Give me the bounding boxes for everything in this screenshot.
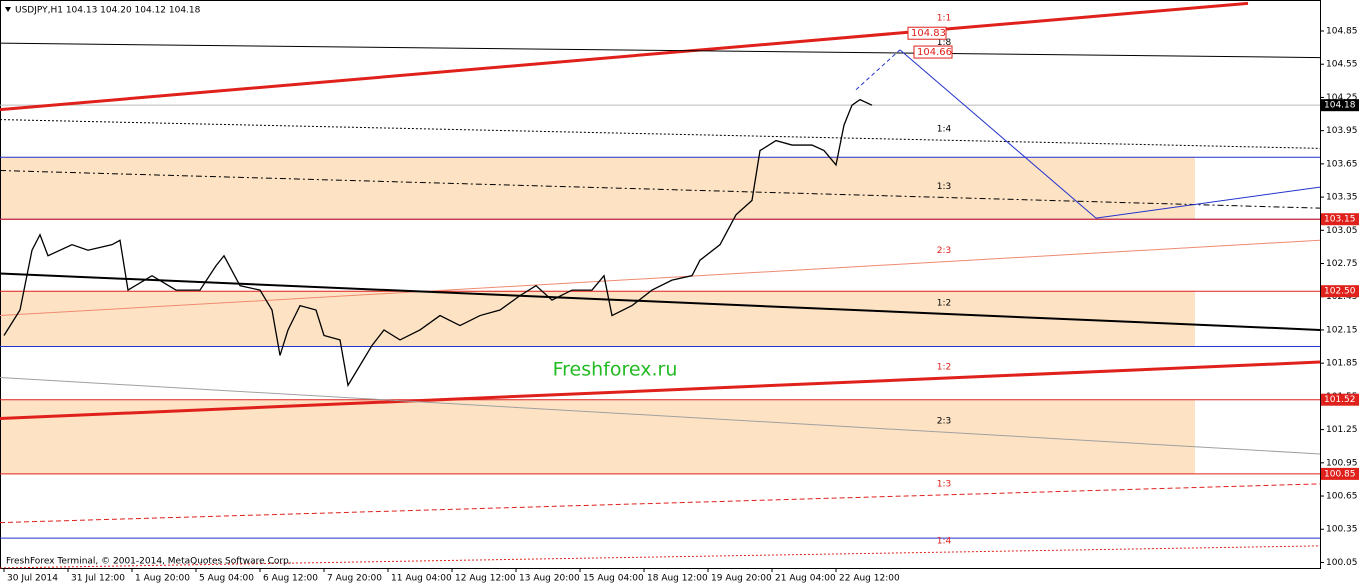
x-tick-label: 1 Aug 20:00 [135,574,190,584]
x-tick-label: 18 Aug 12:00 [647,574,708,584]
trendline-label: 1:1 [937,14,951,24]
trendline [0,360,1321,421]
trendline-label: 1:3 [937,182,951,192]
y-tick-label: 100.05 [1326,558,1358,568]
y-tick-label: 103.05 [1326,226,1358,236]
trendline-label: 2:3 [937,246,951,256]
level-tag-label: 102.50 [1324,287,1356,297]
y-tick-label: 100.95 [1326,458,1358,468]
x-tick-label: 5 Aug 04:00 [199,574,254,584]
level-tag [1321,99,1359,112]
trendline-label: 1:2 [937,363,951,373]
y-tick-label: 102.15 [1326,325,1358,335]
y-tick-label: 102.45 [1326,292,1358,302]
x-tick-label: 11 Aug 04:00 [391,574,452,584]
x-tick-label: 15 Aug 04:00 [583,574,644,584]
zone [1,157,1195,220]
zone [1,291,1195,347]
trendline-label: 2:3 [937,417,951,427]
trendline [0,119,1321,149]
price-tag [913,45,953,59]
trendline [0,377,1321,455]
y-tick-label: 103.65 [1326,159,1358,169]
level-tag [1321,467,1359,480]
projection-line [855,49,901,91]
projection-line [899,49,1097,219]
y-tick-label: 102.75 [1326,259,1358,269]
level-tag [1321,285,1359,298]
trendline [0,483,1321,524]
plot-layer: 1:1 1:8 1:4 1:3 2:3 1:2 1:2 2:3 1:3 1:4 [0,1,1321,569]
trendline [0,545,1321,569]
x-tick-label: 21 Aug 04:00 [775,574,836,584]
y-tick-label: 104.85 [1326,27,1358,37]
watermark: Freshforex.ru [553,359,678,381]
price-tag-label: 104.83 [911,28,946,39]
x-tick-label: 31 Jul 12:00 [71,574,125,584]
trendline-label: 1:4 [937,125,952,135]
price-tag-label: 104.66 [917,47,952,58]
x-tick-label: 6 Aug 12:00 [263,574,318,584]
y-tick-label: 100.35 [1326,525,1358,535]
trendline [0,170,1321,209]
y-tick-label: 101.85 [1326,359,1358,369]
trendline [0,272,1321,331]
trendline [0,42,1321,59]
trendline-label: 1:2 [937,298,951,308]
y-tick-label: 103.35 [1326,193,1358,203]
trendline-label: 1:3 [937,479,951,489]
x-tick-label: 13 Aug 20:00 [519,574,580,584]
price-line [3,98,873,388]
y-tick-label: 103.95 [1326,126,1358,136]
level-tag [1321,393,1359,406]
y-tick-label: 101.25 [1326,425,1358,435]
y-tick-label: 104.25 [1326,93,1358,103]
level-tag-label: 104.18 [1324,101,1356,111]
x-tick-label: 7 Aug 20:00 [327,574,382,584]
projection-line [1095,186,1321,219]
x-tick-label: 30 Jul 2014 [7,574,58,584]
plot-frame [0,0,1321,569]
trendline [0,239,1321,317]
x-tick-label: 22 Aug 12:00 [839,574,900,584]
dropdown-icon [5,7,11,12]
level-tag [1321,213,1359,226]
level-tag-label: 103.15 [1324,215,1356,225]
x-tick-label: 12 Aug 12:00 [455,574,516,584]
price-tag [907,26,947,40]
chart-title: USDJPY,H1 104.13 104.20 104.12 104.18 [15,6,201,16]
y-tick-label: 100.65 [1326,492,1358,502]
x-tick-label: 19 Aug 20:00 [711,574,772,584]
footer: FreshForex Terminal, © 2001-2014, MetaQu… [6,557,292,567]
y-tick-label: 104.55 [1326,60,1358,70]
level-tag-label: 101.52 [1324,395,1356,405]
trendline [0,1,1249,112]
trendline-label: 1:4 [937,537,952,547]
trendline-label: 1:8 [937,38,952,48]
level-tag-label: 100.85 [1324,469,1356,479]
